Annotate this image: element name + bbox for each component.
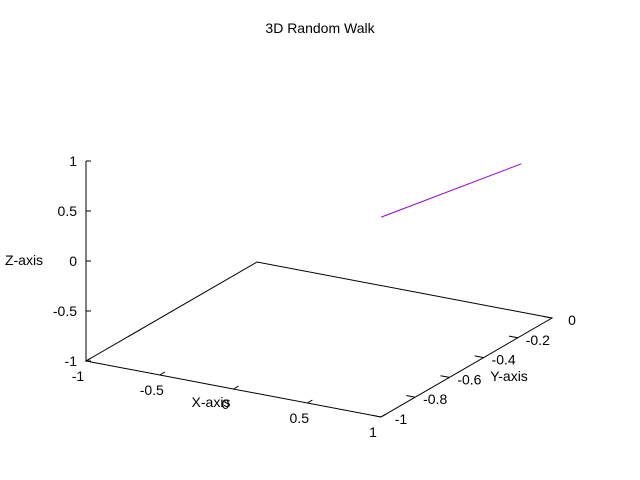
- x-tick-mark: [380, 413, 387, 418]
- x-axis-ticks: -1 -0.5 0 0.5 1: [72, 357, 387, 440]
- y-tick-label: 0: [568, 312, 576, 328]
- y-tick-mark: [406, 395, 416, 398]
- y-tick-label: -1: [395, 411, 408, 427]
- y-axis-label: Y-axis: [490, 368, 528, 384]
- y-tick-mark: [508, 335, 518, 339]
- x-tick-label: 0.5: [290, 410, 310, 426]
- x-tick-mark: [306, 399, 313, 404]
- x-tick-label: -0.5: [140, 382, 164, 398]
- z-tick-label: 0: [69, 253, 77, 269]
- x-tick-mark: [233, 385, 239, 390]
- series-layer: [381, 163, 522, 218]
- x-axis-label: X-axis: [192, 394, 231, 410]
- y-tick-label: -0.2: [526, 332, 550, 348]
- x-tick-label: -1: [72, 368, 85, 384]
- y-axis-ticks: -1 -0.8 -0.6 -0.4 -0.2 0: [372, 312, 576, 427]
- y-tick-label: -0.8: [423, 391, 447, 407]
- z-tick-label: -0.5: [53, 303, 77, 319]
- series-line-0: [381, 163, 522, 218]
- z-tick-label: 0.5: [58, 203, 78, 219]
- x-tick-mark: [159, 371, 166, 376]
- y-tick-mark: [474, 355, 484, 359]
- y-tick-label: -0.4: [492, 352, 516, 368]
- y-tick-mark: [372, 414, 382, 418]
- y-tick-mark: [440, 375, 450, 378]
- y-tick-mark: [543, 315, 553, 319]
- chart-title: 3D Random Walk: [265, 20, 375, 36]
- x-tick-label: 0: [222, 396, 230, 412]
- z-axis-label: Z-axis: [5, 252, 43, 268]
- z-axis-ticks: -1 -0.5 0 0.5 1: [53, 153, 91, 369]
- x-tick-label: 1: [369, 424, 377, 440]
- y-tick-label: -0.6: [457, 371, 481, 387]
- z-tick-label: -1: [65, 353, 78, 369]
- z-tick-label: 1: [69, 153, 77, 169]
